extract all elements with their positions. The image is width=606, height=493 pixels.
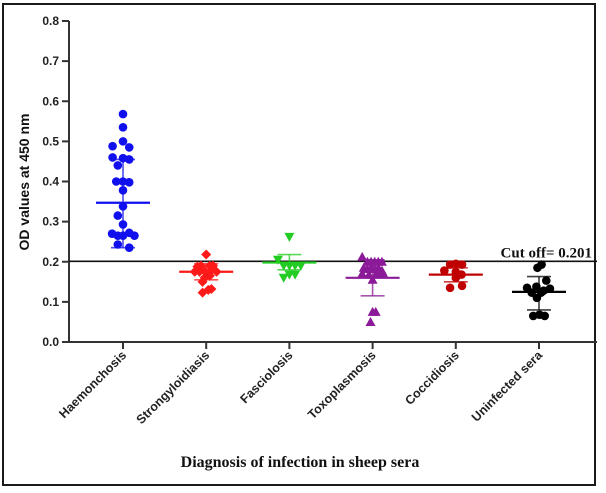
series-fasciolosis <box>262 232 317 283</box>
y-tick-label: 0.8 <box>42 14 59 28</box>
data-point <box>371 268 382 278</box>
data-point <box>540 311 550 321</box>
data-point <box>457 281 467 291</box>
x-axis: Haemonchosis Strongyloidiasis Fasciolosis T… <box>56 341 597 427</box>
data-point <box>378 267 388 277</box>
data-point <box>284 232 295 242</box>
data-point <box>124 178 134 187</box>
x-tick-label: Haemonchosis <box>56 348 129 421</box>
series-coccidiosis <box>428 259 483 293</box>
data-point <box>111 177 121 186</box>
series-layer <box>96 109 566 326</box>
data-point <box>440 266 449 275</box>
data-point <box>537 260 546 269</box>
figure-frame <box>2 3 596 486</box>
data-point <box>197 287 208 298</box>
data-point <box>197 276 208 287</box>
y-axis: 0.0 0.1 0.2 0.3 0.4 0.5 0.6 0.7 0.8 <box>42 14 70 349</box>
data-point <box>272 255 283 265</box>
x-tick-label: Strongyloidiasis <box>134 348 213 427</box>
data-point <box>445 283 455 293</box>
data-point <box>118 123 128 132</box>
x-tick-label: Coccidiosis <box>402 348 462 408</box>
data-point <box>118 186 128 195</box>
y-tick-label: 0.4 <box>42 175 59 189</box>
data-point <box>357 251 368 261</box>
x-tick-label: Toxoplasmosis <box>305 348 379 422</box>
y-tick-label: 0.6 <box>42 94 59 108</box>
data-point <box>541 276 551 285</box>
series-strongyloidiasis <box>179 249 234 298</box>
data-point <box>130 231 139 240</box>
data-point <box>206 284 217 295</box>
data-point <box>290 270 301 280</box>
y-tick-label: 0.1 <box>42 295 59 309</box>
data-point <box>204 270 215 281</box>
data-point <box>457 260 467 269</box>
data-point <box>118 202 128 211</box>
data-point <box>108 153 117 162</box>
cutoff-label: Cut off= 0.201 <box>501 245 592 261</box>
x-axis-label: Diagnosis of infection in sheep sera <box>181 454 420 471</box>
y-tick-label: 0.3 <box>42 215 59 229</box>
data-point <box>118 220 128 229</box>
data-point <box>118 137 128 146</box>
data-point <box>113 211 123 220</box>
data-point <box>113 161 123 170</box>
x-tick-label: Fasciolosis <box>237 348 295 406</box>
data-point <box>108 141 117 151</box>
series-uninfected-sera <box>512 260 566 321</box>
data-point <box>295 261 306 271</box>
data-point <box>118 177 128 186</box>
y-tick-label: 0.7 <box>42 54 59 68</box>
y-tick-label: 0.0 <box>42 335 59 349</box>
data-point <box>124 243 134 253</box>
data-point <box>365 316 376 326</box>
data-point <box>376 256 387 266</box>
data-point <box>532 282 541 291</box>
data-point <box>124 143 134 152</box>
data-point <box>113 240 123 249</box>
series-toxoplasmosis <box>345 251 400 326</box>
data-point <box>124 155 134 164</box>
data-point <box>367 274 378 284</box>
series-haemonchosis <box>96 109 150 253</box>
y-axis-label: OD values at 450 nm <box>16 114 32 251</box>
y-tick-label: 0.5 <box>42 134 59 148</box>
data-point <box>370 306 381 316</box>
data-point <box>278 273 289 283</box>
data-point <box>451 259 461 269</box>
data-point <box>357 268 368 278</box>
data-point <box>201 249 212 260</box>
data-point <box>363 269 374 279</box>
data-point <box>118 109 128 119</box>
x-tick-label: Uninfected sera <box>469 347 546 424</box>
y-tick-label: 0.2 <box>42 255 59 269</box>
